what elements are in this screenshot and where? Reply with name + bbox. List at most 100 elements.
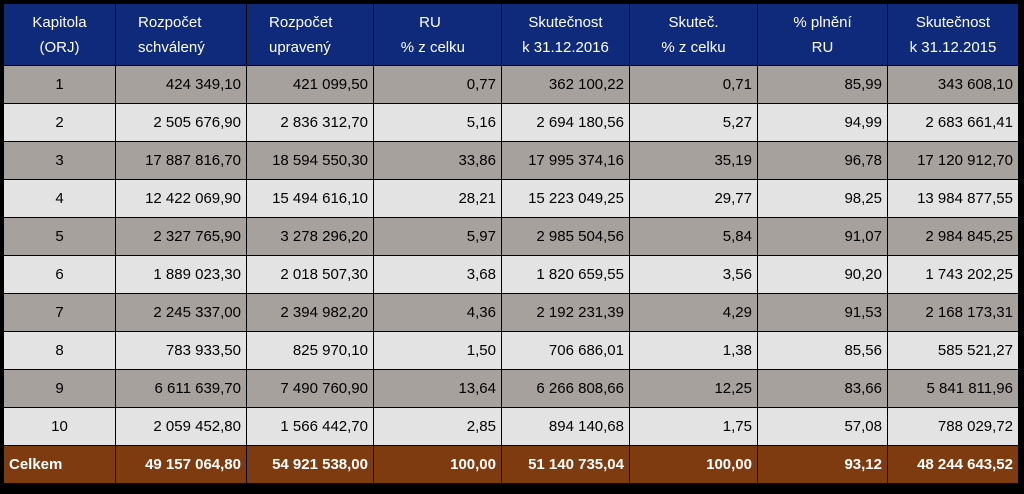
value-cell: 57,08 (757, 407, 888, 446)
value-cell: 5 841 811,96 (887, 369, 1019, 408)
value-cell: 2 059 452,80 (115, 407, 247, 446)
value-cell: 2 985 504,56 (501, 217, 630, 256)
header-line2: % z celku (400, 38, 465, 56)
header-row: Kapitola (ORJ) Rozpočet schválený Rozpoč… (3, 3, 1019, 66)
chapter-cell: 2 (3, 103, 116, 142)
header-line1: Kapitola (32, 13, 87, 31)
table-footer: Celkem 49 157 064,80 54 921 538,00 100,0… (3, 445, 1019, 484)
total-cell: 100,00 (373, 445, 502, 484)
chapter-cell: 5 (3, 217, 116, 256)
value-cell: 94,99 (757, 103, 888, 142)
value-cell: 2 984 845,25 (887, 217, 1019, 256)
value-cell: 35,19 (629, 141, 758, 180)
header-actual-2016: Skutečnost k 31.12.2016 (501, 3, 630, 66)
value-cell: 28,21 (373, 179, 502, 218)
value-cell: 3 278 296,20 (246, 217, 374, 256)
value-cell: 17 995 374,16 (501, 141, 630, 180)
value-cell: 83,66 (757, 369, 888, 408)
value-cell: 0,77 (373, 65, 502, 104)
chapter-cell: 9 (3, 369, 116, 408)
value-cell: 421 099,50 (246, 65, 374, 104)
value-cell: 91,53 (757, 293, 888, 332)
value-cell: 12,25 (629, 369, 758, 408)
value-cell: 91,07 (757, 217, 888, 256)
table-row: 1 424 349,10 421 099,50 0,77 362 100,22 0,71 8… (3, 65, 1019, 104)
value-cell: 4,29 (629, 293, 758, 332)
value-cell: 5,84 (629, 217, 758, 256)
total-cell: 51 140 735,04 (501, 445, 630, 484)
value-cell: 90,20 (757, 255, 888, 294)
header-line2: % z celku (661, 38, 726, 56)
value-cell: 3,56 (629, 255, 758, 294)
value-cell: 1 889 023,30 (115, 255, 247, 294)
value-cell: 1,50 (373, 331, 502, 370)
value-cell: 2 505 676,90 (115, 103, 247, 142)
header-line2: schválený (138, 38, 205, 56)
value-cell: 29,77 (629, 179, 758, 218)
header-actual-share: Skuteč. % z celku (629, 3, 758, 66)
header-adjusted-budget: Rozpočet upravený (246, 3, 374, 66)
total-cell: 48 244 643,52 (887, 445, 1019, 484)
value-cell: 2 327 765,90 (115, 217, 247, 256)
value-cell: 15 223 049,25 (501, 179, 630, 218)
value-cell: 788 029,72 (887, 407, 1019, 446)
value-cell: 2 394 982,20 (246, 293, 374, 332)
header-line1: Rozpočet (138, 13, 202, 31)
total-cell: 54 921 538,00 (246, 445, 374, 484)
value-cell: 2 192 231,39 (501, 293, 630, 332)
value-cell: 2,85 (373, 407, 502, 446)
table-row: 4 12 422 069,90 15 494 616,10 28,21 15 223 0… (3, 179, 1019, 218)
header-line1: % plnění (793, 13, 852, 31)
header-line1: Skutečnost (915, 13, 991, 31)
total-label: Celkem (3, 445, 116, 484)
value-cell: 15 494 616,10 (246, 179, 374, 218)
header-line1: Skuteč. (668, 13, 719, 31)
total-cell: 100,00 (629, 445, 758, 484)
value-cell: 424 349,10 (115, 65, 247, 104)
value-cell: 13,64 (373, 369, 502, 408)
value-cell: 825 970,10 (246, 331, 374, 370)
table-body: 1 424 349,10 421 099,50 0,77 362 100,22 0,71 8… (3, 65, 1019, 446)
value-cell: 85,56 (757, 331, 888, 370)
value-cell: 12 422 069,90 (115, 179, 247, 218)
total-cell: 49 157 064,80 (115, 445, 247, 484)
value-cell: 1 743 202,25 (887, 255, 1019, 294)
value-cell: 0,71 (629, 65, 758, 104)
chapter-cell: 8 (3, 331, 116, 370)
value-cell: 1 820 659,55 (501, 255, 630, 294)
value-cell: 343 608,10 (887, 65, 1019, 104)
header-line2: (ORJ) (39, 38, 80, 56)
value-cell: 2 694 180,56 (501, 103, 630, 142)
chapter-cell: 10 (3, 407, 116, 446)
value-cell: 3,68 (373, 255, 502, 294)
table-row: 3 17 887 816,70 18 594 550,30 33,86 17 995 3… (3, 141, 1019, 180)
header-line1: Skutečnost (528, 13, 603, 31)
header-line2: k 31.12.2016 (522, 38, 609, 56)
value-cell: 5,16 (373, 103, 502, 142)
value-cell: 98,25 (757, 179, 888, 218)
value-cell: 2 168 173,31 (887, 293, 1019, 332)
total-cell: 93,12 (757, 445, 888, 484)
value-cell: 33,86 (373, 141, 502, 180)
value-cell: 1,75 (629, 407, 758, 446)
value-cell: 362 100,22 (501, 65, 630, 104)
value-cell: 1,38 (629, 331, 758, 370)
header-line2: RU (811, 38, 834, 56)
value-cell: 2 836 312,70 (246, 103, 374, 142)
header-line1: Rozpočet (269, 13, 333, 31)
total-row: Celkem 49 157 064,80 54 921 538,00 100,0… (3, 445, 1019, 484)
chapter-cell: 6 (3, 255, 116, 294)
value-cell: 2 683 661,41 (887, 103, 1019, 142)
value-cell: 7 490 760,90 (246, 369, 374, 408)
value-cell: 6 266 808,66 (501, 369, 630, 408)
value-cell: 17 887 816,70 (115, 141, 247, 180)
value-cell: 96,78 (757, 141, 888, 180)
header-approved-budget: Rozpočet schválený (115, 3, 247, 66)
chapter-cell: 7 (3, 293, 116, 332)
header-line1: RU (419, 13, 441, 31)
